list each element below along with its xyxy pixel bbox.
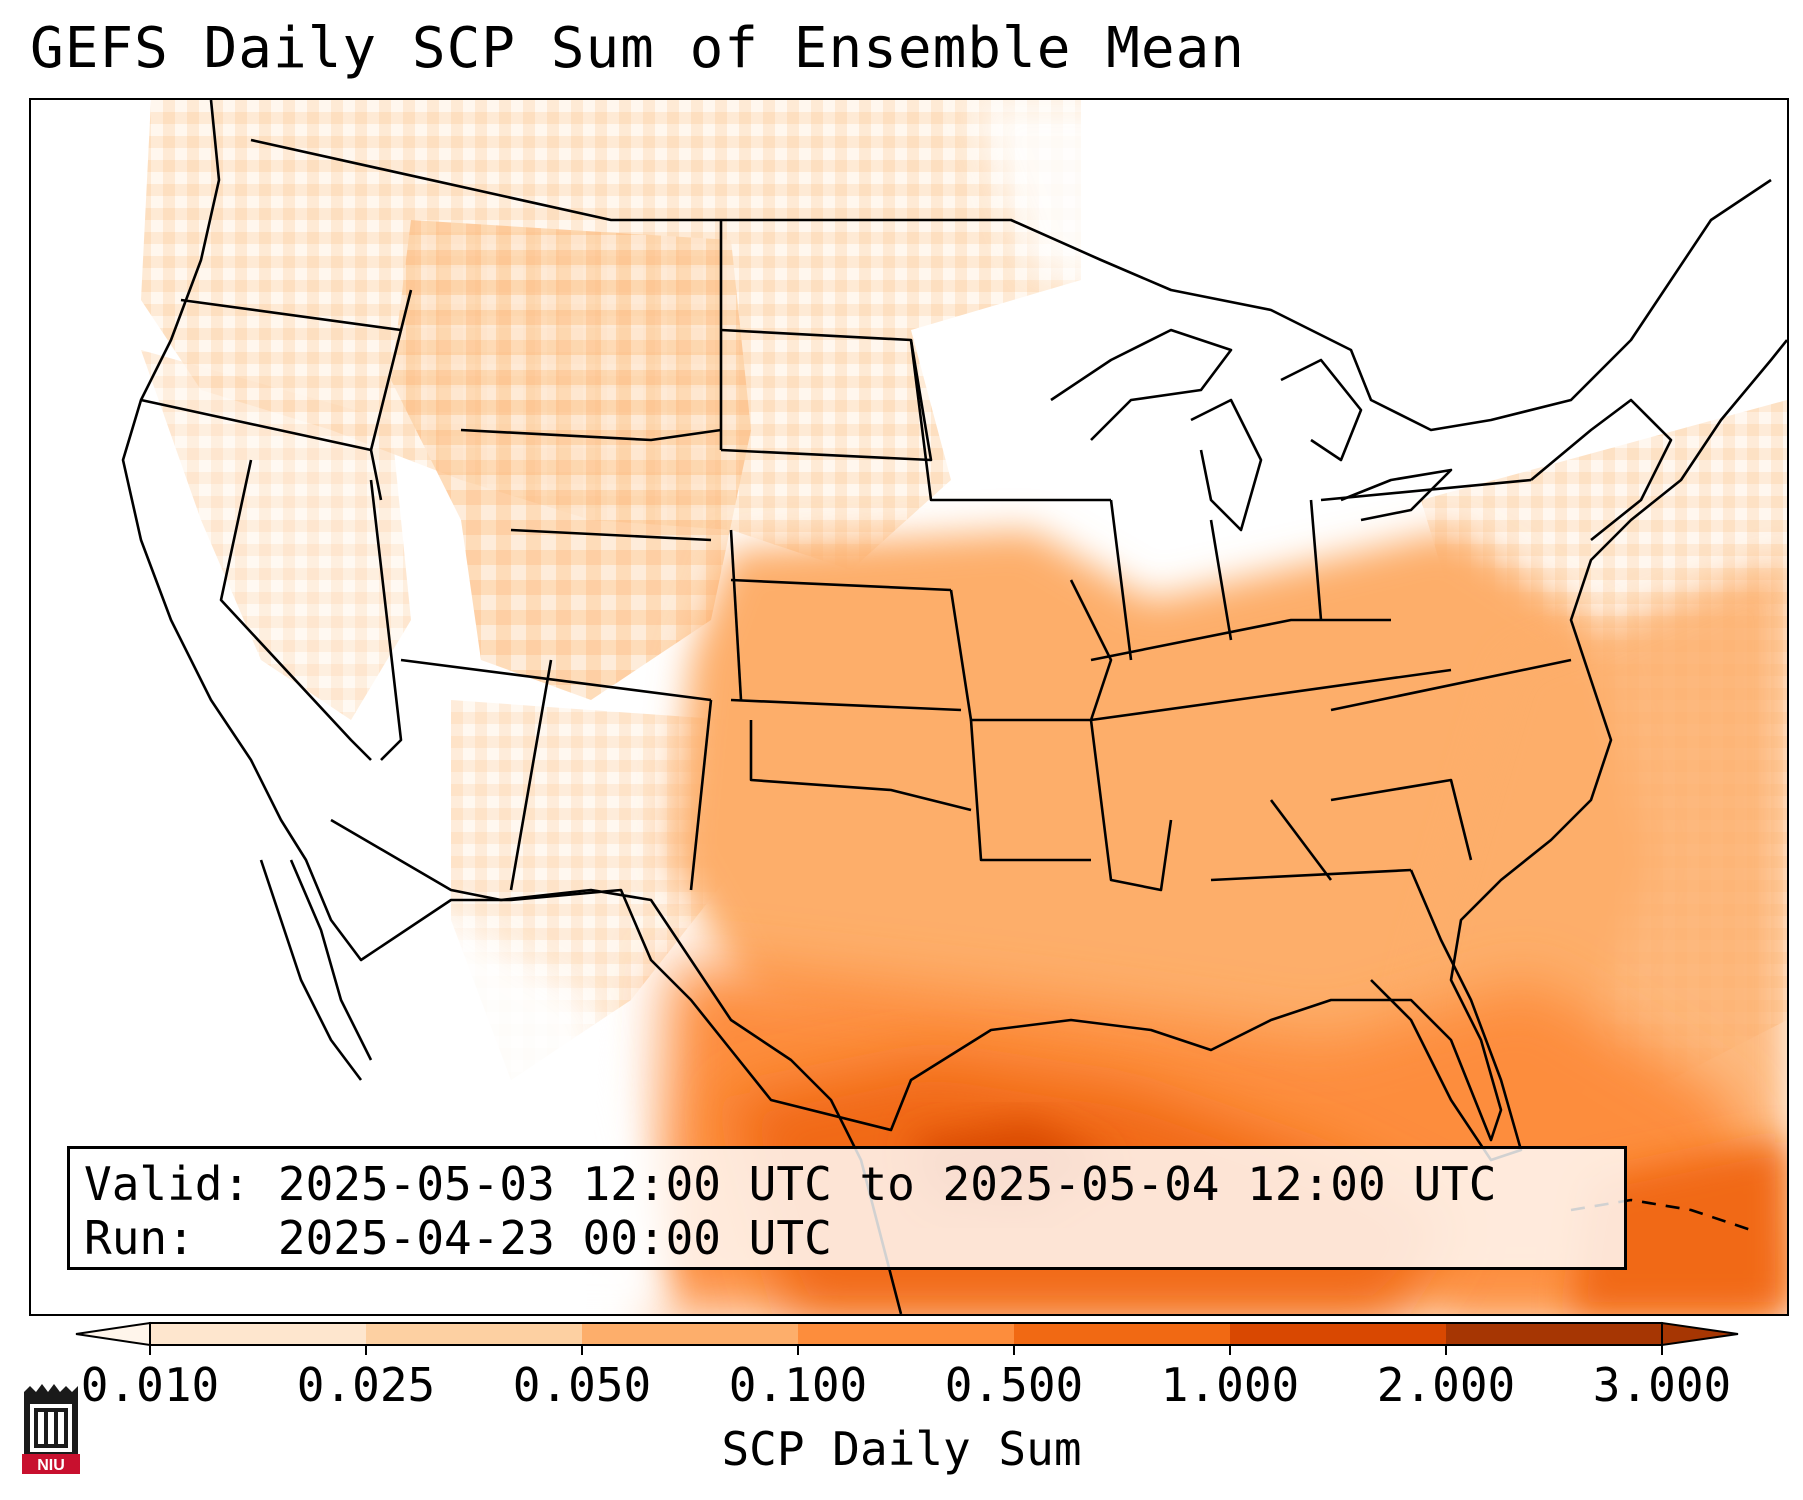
white-pacific — [31, 350, 271, 1314]
chart-title: GEFS Daily SCP Sum of Ensemble Mean — [30, 16, 1246, 81]
us-outline — [121, 100, 1787, 1142]
state-mn-ia — [909, 339, 1111, 502]
colorbar-segment — [798, 1323, 1015, 1345]
state-dakotas — [720, 328, 933, 462]
logo-text: NIU — [37, 1457, 65, 1474]
colorbar-segment — [1230, 1323, 1447, 1345]
state-mt-wy — [460, 428, 722, 442]
colorbar-tick-label: 1.000 — [1160, 1358, 1300, 1412]
state-or-ca — [140, 398, 372, 452]
colorbar-segment — [150, 1323, 367, 1345]
run-value: 2025-04-23 00:00 UTC — [277, 1211, 832, 1265]
shade-west — [141, 350, 411, 720]
colorbar-outline — [149, 1322, 1663, 1346]
state-in-oh — [1209, 519, 1233, 641]
state-ne-ks — [730, 578, 952, 592]
colorbar-tick-label: 0.010 — [80, 1358, 220, 1412]
colorbar-segment — [1014, 1323, 1231, 1345]
map-panel: Valid: 2025-05-03 12:00 UTC to 2025-05-0… — [29, 98, 1789, 1316]
colorbar-label: SCP Daily Sum — [721, 1422, 1082, 1476]
state-ar-la — [969, 719, 1091, 862]
scp-map — [31, 100, 1787, 1314]
state-ga-al — [1269, 799, 1333, 881]
colorbar-tick-label: 0.025 — [296, 1358, 436, 1412]
state-nv-ut — [369, 479, 403, 761]
state-co-east — [729, 529, 743, 701]
shade-rockies — [391, 220, 751, 700]
state-ms-al — [1089, 719, 1173, 892]
valid-row: Valid: 2025-05-03 12:00 UTC to 2025-05-0… — [84, 1157, 1610, 1211]
colorbar-tick-label: 0.500 — [944, 1358, 1084, 1412]
state-ga-fl — [1210, 868, 1412, 882]
state-oh-pa — [1309, 499, 1323, 621]
state-ok-tx — [749, 720, 972, 812]
colorbar — [75, 1321, 1739, 1355]
border-canada — [250, 138, 1772, 432]
valid-label: Valid: — [84, 1157, 251, 1211]
colorbar-extend-low — [75, 1321, 151, 1347]
state-tn — [1090, 668, 1452, 722]
state-ky — [1090, 618, 1391, 662]
colorbar-segment — [366, 1323, 583, 1345]
great-lakes — [1050, 328, 1453, 532]
niu-logo: NIU — [22, 1384, 80, 1474]
white-canada — [971, 100, 1787, 420]
boundaries — [121, 100, 1787, 1314]
state-wy-co — [510, 528, 712, 542]
run-label: Run: — [84, 1211, 195, 1265]
colorbar-segments — [75, 1321, 1739, 1355]
state-id-west — [369, 329, 403, 501]
state-nv — [219, 459, 372, 761]
state-va-nc — [1330, 658, 1572, 712]
state-sc-ga — [1330, 778, 1473, 861]
state-nm-tx — [689, 699, 713, 891]
state-ne-states — [1530, 398, 1673, 542]
colorbar-segment — [1446, 1323, 1663, 1345]
state-pa-ny — [1320, 478, 1532, 502]
state-ut-az — [400, 658, 712, 702]
run-row: Run: 2025-04-23 00:00 UTC — [84, 1211, 1610, 1265]
colorbar-tick-label: 0.050 — [512, 1358, 652, 1412]
valid-run-box: Valid: 2025-05-03 12:00 UTC to 2025-05-0… — [67, 1146, 1627, 1270]
colorbar-segment — [582, 1323, 799, 1345]
baja — [259, 859, 373, 1081]
colorbar-tick-label: 2.000 — [1376, 1358, 1516, 1412]
colorbar-tick-label: 0.100 — [728, 1358, 868, 1412]
colorbar-extend-high — [1661, 1321, 1739, 1347]
state-az-nm — [509, 659, 553, 891]
colorbar-tick-label: 3.000 — [1592, 1358, 1732, 1412]
state-ks-ok — [730, 698, 962, 712]
state-il-in — [1109, 499, 1133, 661]
border-mexico — [330, 818, 903, 1314]
valid-value: 2025-05-03 12:00 UTC to 2025-05-04 12:00… — [277, 1157, 1497, 1211]
